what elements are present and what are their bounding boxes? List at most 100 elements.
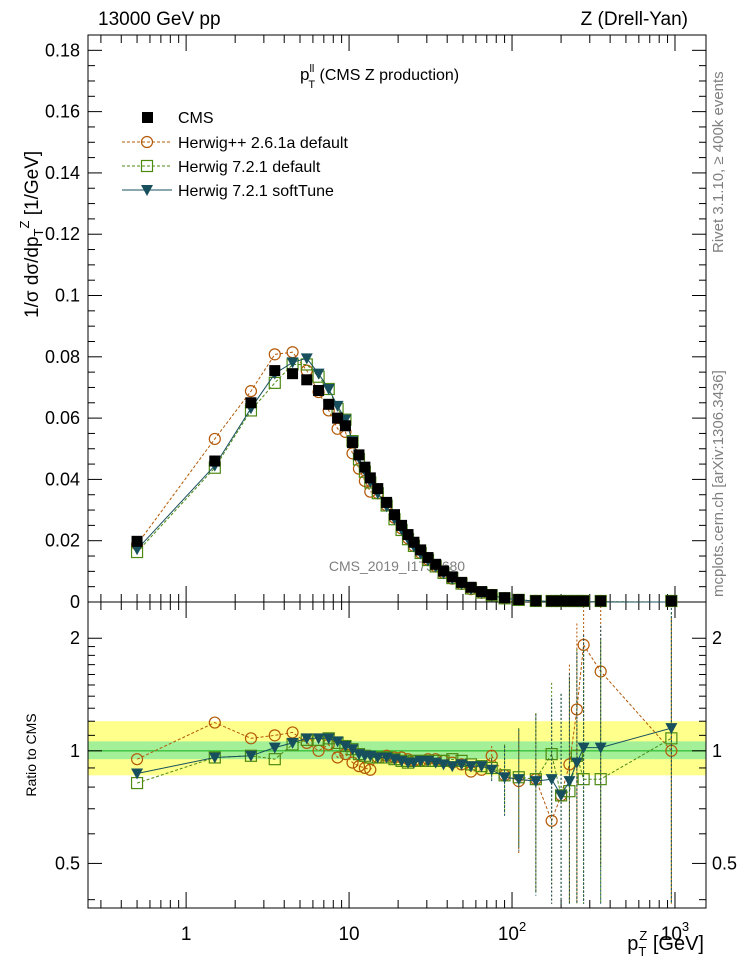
ratio-point-herwig7-softtune	[268, 742, 281, 754]
ratio-point-herwig7-softtune	[512, 774, 525, 786]
main-point-cms	[499, 592, 511, 604]
plot-title: pll T (CMS Z production)	[300, 63, 459, 91]
main-point-cms	[430, 558, 442, 570]
main-point-cms	[372, 483, 384, 495]
main-point-cms	[323, 398, 335, 410]
legend-label-herwig7-default: Herwig 7.2.1 default	[178, 159, 321, 176]
main-point-cms	[476, 586, 488, 598]
main-y-tick-label: 0.04	[45, 469, 80, 489]
legend-marker-herwig7-softtune	[141, 185, 153, 196]
main-point-cms	[486, 589, 498, 601]
ratio-point-herwig7-softtune	[407, 757, 420, 769]
mcplots-credit-text: mcplots.cern.ch [arXiv:1306.3436]	[710, 370, 727, 597]
x-tick-label: 103	[661, 919, 689, 945]
ratio-point-herwig7-default	[594, 773, 607, 786]
ratio-point-herwig7-softtune	[577, 742, 590, 754]
main-point-cms	[513, 594, 525, 606]
main-y-tick-label: 0.08	[45, 347, 80, 367]
legend-marker-cms	[142, 112, 153, 123]
ratio-point-herwig7-softtune	[300, 733, 313, 745]
ratio-y-tick-label-right: 0.5	[712, 853, 737, 873]
ratio-point-herwig7-softtune	[131, 768, 144, 780]
ratio-point-herwig7-softtune	[665, 723, 678, 735]
ratio-y-tick-label-right: 1	[712, 741, 722, 761]
main-y-tick-label: 0.18	[45, 40, 80, 60]
x-tick-label: 10	[338, 924, 359, 945]
main-point-cms	[245, 397, 257, 409]
main-point-cms	[388, 509, 400, 521]
ratio-point-herwigpp	[485, 749, 498, 762]
main-y-tick-label: 0.12	[45, 224, 80, 244]
ratio-point-herwigpp	[331, 751, 344, 764]
main-point-cms	[347, 437, 359, 449]
main-point-herwig7-softtune	[312, 368, 325, 380]
ratio-point-herwigpp	[364, 763, 377, 776]
ratio-point-herwig7-softtune	[563, 776, 576, 788]
legend: CMS Herwig++ 2.6.1a default Herwig 7.2.1…	[122, 110, 348, 200]
main-point-cms	[339, 420, 351, 432]
main-point-herwigpp	[208, 432, 221, 446]
main-point-cms	[396, 519, 408, 531]
main-y-tick-label: 0.16	[45, 102, 80, 122]
ratio-point-herwig7-softtune	[331, 736, 344, 748]
ratio-point-herwig7-softtune	[244, 750, 257, 762]
main-point-herwigpp	[244, 385, 258, 398]
x-axis-label: pTZ [GeV]	[627, 928, 704, 959]
main-point-cms	[353, 449, 365, 461]
x-tick-label: 102	[498, 919, 526, 945]
main-point-cms	[301, 374, 313, 386]
ratio-point-herwig7-default	[268, 753, 281, 766]
ratio-point-herwig7-softtune	[346, 744, 359, 756]
ratio-point-herwigpp	[208, 716, 221, 729]
main-point-cms	[364, 472, 376, 484]
ratio-point-herwig7-softtune	[322, 733, 335, 745]
main-point-cms	[438, 565, 450, 577]
main-y-tick-label: 0.1	[55, 286, 80, 306]
ratio-point-herwig7-softtune	[498, 772, 511, 784]
main-point-herwig7-softtune	[322, 383, 335, 395]
ratio-y-tick-label: 2	[70, 628, 80, 648]
header-left-text: 13000 GeV pp	[98, 9, 221, 30]
ratio-point-herwig7-softtune	[208, 752, 221, 764]
ratio-ylabel: Ratio to CMS	[23, 713, 39, 796]
main-point-cms	[332, 412, 344, 424]
rivet-version-text: Rivet 3.1.10, ≥ 400k events	[710, 71, 727, 253]
ratio-point-herwig7-softtune	[555, 790, 568, 802]
main-point-cms	[530, 595, 542, 607]
legend-marker-herwigpp	[140, 135, 154, 149]
main-point-cms	[408, 536, 420, 548]
ratio-y-tick-label: 1	[70, 741, 80, 761]
ratio-point-herwig7-softtune	[570, 757, 583, 769]
main-y-tick-label: 0.02	[45, 531, 80, 551]
ratio-point-herwig7-softtune	[371, 752, 384, 764]
main-y-tick-label: 0.06	[45, 408, 80, 428]
ratio-panel-frame	[87, 601, 707, 909]
legend-label-herwigpp: Herwig++ 2.6.1a default	[178, 135, 348, 152]
main-point-cms	[402, 529, 414, 541]
ratio-point-herwigpp	[130, 753, 144, 766]
main-point-cms	[595, 595, 607, 607]
ratio-point-herwig7-softtune	[529, 776, 542, 788]
main-y-tick-label: 0	[70, 592, 80, 612]
legend-marker-herwig7-default	[140, 159, 154, 173]
main-point-cms	[555, 595, 567, 607]
main-point-cms	[546, 595, 558, 607]
ratio-point-herwigpp	[268, 729, 281, 742]
main-point-cms	[665, 595, 677, 607]
main-point-cms	[209, 455, 221, 467]
main-point-cms	[269, 365, 281, 377]
main-point-cms	[359, 461, 371, 473]
main-point-cms	[131, 535, 143, 547]
main-point-cms	[456, 576, 468, 588]
ratio-point-herwig7-softtune	[475, 761, 488, 773]
ratio-y-tick-label-right: 2	[712, 628, 722, 648]
ratio-point-herwig7-softtune	[464, 761, 477, 773]
main-point-cms	[422, 552, 434, 564]
main-point-cms	[381, 496, 393, 508]
main-point-herwig7-softtune	[331, 400, 344, 412]
main-point-cms	[446, 571, 458, 583]
ratio-point-herwig7-softtune	[286, 737, 299, 749]
ratio-point-herwig7-softtune	[339, 741, 352, 753]
main-point-cms	[313, 385, 325, 397]
main-point-herwigpp	[268, 348, 281, 361]
